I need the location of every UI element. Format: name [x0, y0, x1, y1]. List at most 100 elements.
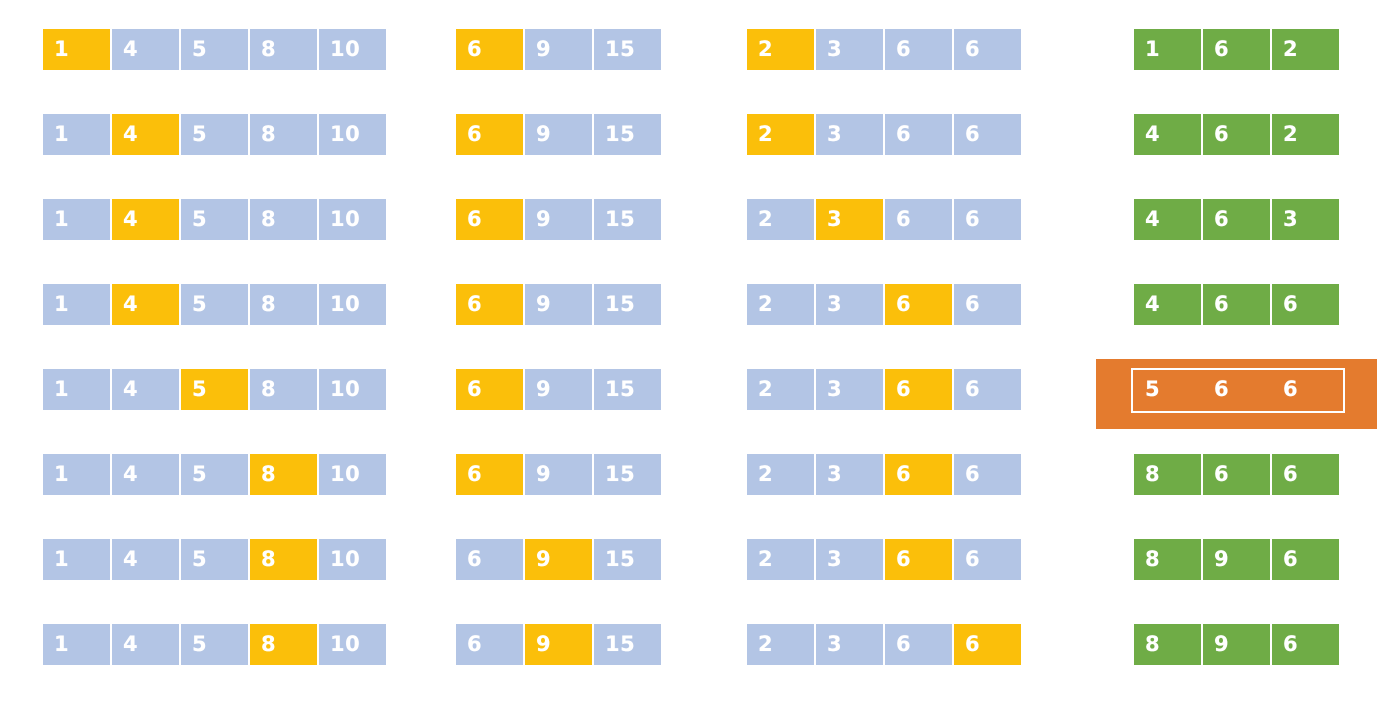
array-cell: 9: [525, 454, 592, 495]
active-cell: 6: [885, 369, 952, 410]
result-cell: 1: [1134, 29, 1201, 70]
array-a-row-1: 1 4 5 8 10: [43, 29, 386, 70]
array-cell: 8: [250, 199, 317, 240]
array-cell: 6: [885, 114, 952, 155]
array-cell: 9: [525, 29, 592, 70]
array-cell: 6: [954, 199, 1021, 240]
result-cell: 6: [1203, 454, 1270, 495]
result-cell: 6: [1272, 539, 1339, 580]
array-cell: 1: [43, 199, 110, 240]
array-cell: 5: [181, 284, 248, 325]
array-cell: 6: [954, 29, 1021, 70]
result-cell: 6: [1272, 624, 1339, 665]
result-cell: 9: [1203, 539, 1270, 580]
result-cell: 5: [1145, 377, 1161, 401]
active-cell: 9: [525, 539, 592, 580]
array-cell: 3: [816, 284, 883, 325]
result-cell: 8: [1134, 539, 1201, 580]
result-cell: 6: [1203, 29, 1270, 70]
array-cell: 15: [594, 369, 661, 410]
result-cell: 6: [1283, 377, 1299, 401]
result-cell: 4: [1134, 114, 1201, 155]
array-cell: 4: [112, 29, 179, 70]
array-cell: 3: [816, 539, 883, 580]
array-cell: 2: [747, 369, 814, 410]
array-cell: 9: [525, 114, 592, 155]
active-cell: 8: [250, 624, 317, 665]
array-cell: 15: [594, 284, 661, 325]
active-cell: 4: [112, 114, 179, 155]
active-cell: 6: [456, 29, 523, 70]
active-cell: 3: [816, 199, 883, 240]
array-cell: 1: [43, 114, 110, 155]
result-cell: 6: [1203, 284, 1270, 325]
result-cell: 6: [1272, 284, 1339, 325]
array-cell: 5: [181, 624, 248, 665]
array-cell: 6: [885, 199, 952, 240]
result-cell: 6: [1203, 114, 1270, 155]
array-cell: 1: [43, 624, 110, 665]
array-b-row-2: 6 9 15: [456, 114, 661, 155]
array-cell: 2: [747, 624, 814, 665]
array-cell: 2: [747, 199, 814, 240]
result-cell: 6: [1272, 454, 1339, 495]
active-cell: 6: [885, 284, 952, 325]
result-cell: 8: [1134, 624, 1201, 665]
array-cell: 1: [43, 539, 110, 580]
array-b-row-3: 6 9 15: [456, 199, 661, 240]
active-cell: 8: [250, 539, 317, 580]
result-cell: 4: [1134, 199, 1201, 240]
array-cell: 3: [816, 624, 883, 665]
array-cell: 15: [594, 454, 661, 495]
array-cell: 4: [112, 454, 179, 495]
array-cell: 9: [525, 199, 592, 240]
result-array-row-5: 5 6 6: [1134, 369, 1339, 410]
array-cell: 1: [43, 369, 110, 410]
array-cell: 10: [319, 454, 386, 495]
active-cell: 8: [250, 454, 317, 495]
array-b-row-5: 6 9 15: [456, 369, 661, 410]
array-cell: 6: [954, 539, 1021, 580]
array-a-row-3: 1 4 5 8 10: [43, 199, 386, 240]
array-cell: 1: [43, 284, 110, 325]
array-b-row-4: 6 9 15: [456, 284, 661, 325]
array-cell: 6: [954, 454, 1021, 495]
array-cell: 10: [319, 624, 386, 665]
array-cell: 6: [954, 284, 1021, 325]
array-b-row-8: 6 9 15: [456, 624, 661, 665]
array-cell: 9: [525, 369, 592, 410]
active-cell: 6: [885, 539, 952, 580]
array-cell: 3: [816, 454, 883, 495]
result-highlight-box: [1096, 359, 1377, 429]
array-cell: 5: [181, 454, 248, 495]
active-cell: 6: [456, 114, 523, 155]
array-a-row-6: 1 4 5 8 10: [43, 454, 386, 495]
array-cell: 9: [525, 284, 592, 325]
array-a-row-7: 1 4 5 8 10: [43, 539, 386, 580]
array-cell: 10: [319, 199, 386, 240]
active-cell: 1: [43, 29, 110, 70]
array-cell: 3: [816, 114, 883, 155]
array-a-row-4: 1 4 5 8 10: [43, 284, 386, 325]
active-cell: 2: [747, 114, 814, 155]
array-cell: 8: [250, 29, 317, 70]
array-cell: 2: [747, 284, 814, 325]
array-cell: 10: [319, 284, 386, 325]
active-cell: 9: [525, 624, 592, 665]
array-cell: 6: [456, 539, 523, 580]
array-a-row-8: 1 4 5 8 10: [43, 624, 386, 665]
array-cell: 6: [885, 29, 952, 70]
array-cell: 8: [250, 284, 317, 325]
active-cell: 6: [954, 624, 1021, 665]
